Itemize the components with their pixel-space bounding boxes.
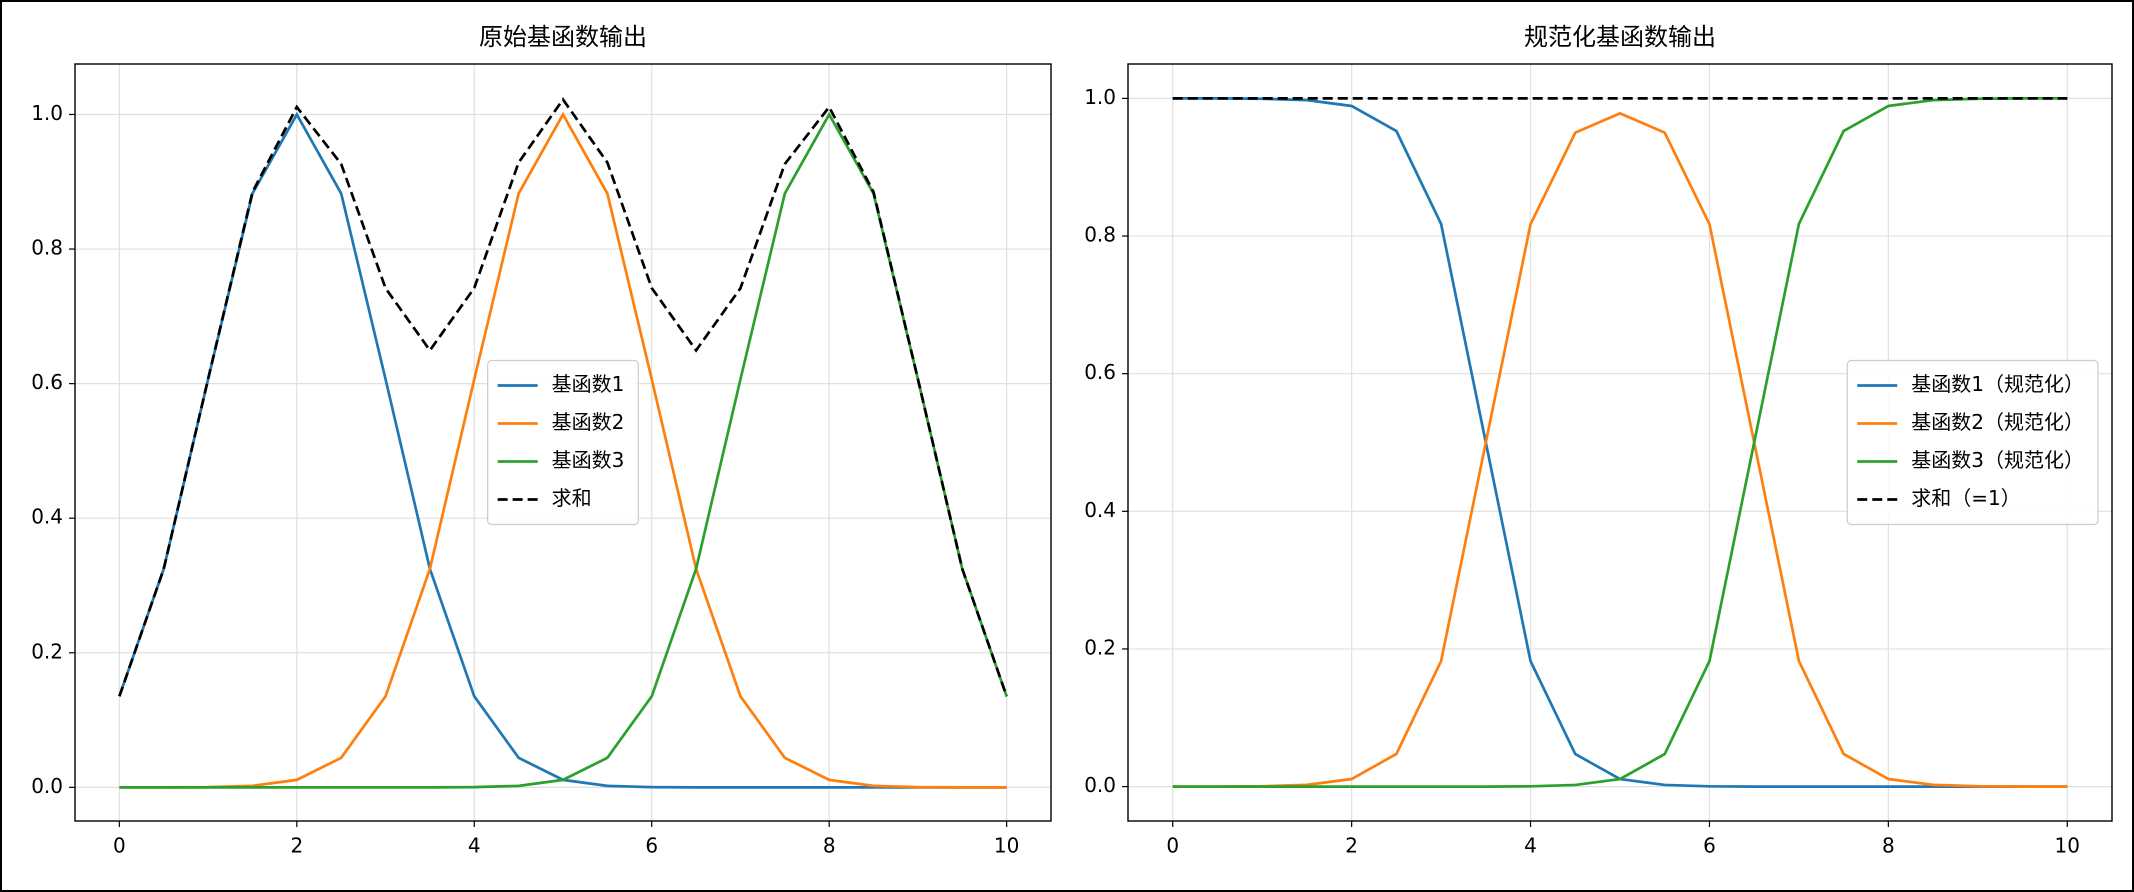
legend-label: 求和（=1） <box>1911 486 2020 510</box>
legend-label: 基函数3 <box>552 448 625 472</box>
plot-frame <box>1127 63 2113 822</box>
x-tick-label: 0 <box>1166 834 1179 858</box>
y-tick-label: 0.0 <box>31 774 63 798</box>
x-tick-label: 2 <box>1345 834 1358 858</box>
x-tick-label: 2 <box>290 834 303 858</box>
y-tick-label: 1.0 <box>31 101 63 125</box>
series-line <box>119 111 1007 789</box>
y-tick-label: 0.2 <box>1084 635 1116 659</box>
x-tick-label: 10 <box>2055 834 2080 858</box>
legend-box <box>1846 359 2099 526</box>
legend-label: 基函数1（规范化） <box>1911 372 2084 396</box>
plot-frame <box>74 63 1052 822</box>
legend-label: 基函数2（规范化） <box>1911 410 2084 434</box>
chart-title: 规范化基函数输出 <box>1524 23 1716 51</box>
legend-label: 基函数1 <box>552 372 625 396</box>
x-tick-label: 6 <box>645 834 658 858</box>
legend-label: 基函数2 <box>552 410 625 434</box>
y-tick-label: 0.8 <box>1084 223 1116 247</box>
x-tick-label: 8 <box>823 834 836 858</box>
x-tick-label: 10 <box>994 834 1019 858</box>
y-tick-label: 1.0 <box>1084 85 1116 109</box>
y-tick-label: 0.6 <box>31 370 63 394</box>
x-tick-label: 8 <box>1882 834 1895 858</box>
y-tick-label: 0.8 <box>31 236 63 260</box>
x-tick-label: 0 <box>113 834 126 858</box>
y-tick-label: 0.6 <box>1084 360 1116 384</box>
y-tick-label: 0.2 <box>31 639 63 663</box>
chart-title: 原始基函数输出 <box>479 23 647 51</box>
legend-label: 求和 <box>552 486 592 510</box>
legend-label: 基函数3（规范化） <box>1911 448 2084 472</box>
series-line <box>118 97 1008 697</box>
series-line <box>1172 111 2068 788</box>
series-line <box>119 111 1008 789</box>
series-line <box>1172 97 2068 788</box>
x-tick-label: 6 <box>1703 834 1716 858</box>
y-tick-label: 0.4 <box>31 505 63 529</box>
legend-box <box>487 359 639 526</box>
x-tick-label: 4 <box>468 834 481 858</box>
y-tick-label: 0.4 <box>1084 498 1116 522</box>
x-tick-label: 4 <box>1524 834 1537 858</box>
y-tick-label: 0.0 <box>1084 773 1116 797</box>
